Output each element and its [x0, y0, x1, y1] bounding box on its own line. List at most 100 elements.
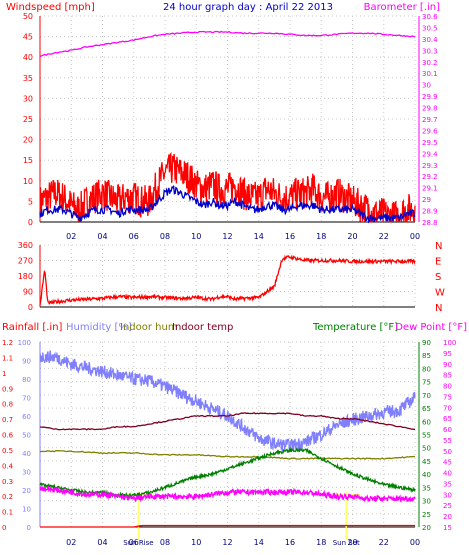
dew-point-tick-label: 35	[443, 480, 452, 488]
time-tick-label: 08	[160, 538, 170, 547]
compass-label: N	[435, 303, 442, 314]
time-tick-label: 12	[222, 538, 232, 547]
temperature-label: Temperature [°F]	[312, 322, 398, 333]
dew-point-tick-label: 25	[443, 502, 452, 510]
barometer-tick-label: 29.3	[422, 162, 438, 170]
time-tick-label: 12	[222, 232, 232, 241]
compass-label: E	[435, 257, 441, 268]
dew-point-tick-label: 15	[443, 524, 452, 532]
time-tick-label: 22	[379, 232, 389, 241]
temperature-tick-label: 20	[422, 524, 431, 532]
temperature-tick-label: 50	[422, 445, 431, 453]
barometer-tick-label: 30	[422, 82, 431, 90]
temperature-tick-label: 80	[422, 365, 431, 373]
time-tick-label: 02	[66, 538, 76, 547]
humidity-line	[39, 350, 416, 453]
windspeed-tick-label: 25	[23, 115, 33, 124]
barometer-tick-label: 29.9	[422, 93, 438, 101]
temperature-tick-label: 25	[422, 511, 431, 519]
barometer-tick-label: 29.4	[422, 150, 438, 158]
rainfall-tick-label: 0.5	[2, 447, 13, 455]
direction-tick-label: 180	[18, 272, 33, 281]
barometer-tick-label: 30.2	[422, 59, 438, 67]
indoor-temp-line	[39, 412, 416, 431]
barometer-tick-label: 29.5	[422, 139, 438, 147]
dew-point-tick-label: 30	[443, 491, 452, 499]
barometer-tick-label: 28.9	[422, 208, 438, 216]
windspeed-tick-label: 45	[23, 33, 33, 42]
time-tick-label: 10	[191, 538, 201, 547]
dew-point-tick-label: 80	[443, 383, 452, 391]
indoor-temp-label: Indoor temp	[172, 322, 233, 333]
barometer-tick-label: 30.4	[422, 36, 438, 44]
temperature-tick-label: 90	[422, 339, 431, 347]
rainfall-label: Rainfall [.in]	[2, 322, 63, 333]
panel3-series	[39, 350, 416, 528]
dew-point-line	[39, 485, 416, 504]
time-tick-label: 08	[160, 232, 170, 241]
panel1-axes: 0 5 10 15 20 25 30 35 40 45 50 28.8 28.9 29 29.1 29.2 29…	[23, 12, 438, 241]
windspeed-tick-label: 35	[23, 74, 33, 83]
barometer-tick-label: 30.1	[422, 70, 438, 78]
rainfall-tick-label: 0.2	[2, 493, 13, 501]
panel1-right-label: Barometer [.in]	[364, 2, 440, 13]
barometer-line	[39, 30, 416, 58]
humidity-label: Humidity [%]	[66, 322, 132, 333]
panel2-series	[39, 254, 416, 306]
barometer-tick-label: 29.6	[422, 127, 438, 135]
humidity-tick-label: 0	[27, 524, 31, 532]
time-tick-label: 20	[347, 232, 357, 241]
rainfall-tick-label: 1.1	[2, 354, 13, 362]
windspeed-tick-label: 5	[28, 197, 33, 206]
dew-point-tick-label: 75	[443, 393, 452, 401]
temperature-tick-label: 30	[422, 498, 431, 506]
barometer-tick-label: 30.5	[422, 24, 438, 32]
indoor-hum-label: Indoor hum	[120, 322, 178, 333]
humidity-tick-label: 20	[22, 487, 31, 495]
humidity-tick-label: 50	[22, 432, 31, 440]
indoor-hum-line	[39, 449, 416, 460]
barometer-tick-label: 30.6	[422, 13, 438, 21]
humidity-tick-label: 100	[18, 339, 31, 347]
dew-point-tick-label: 100	[443, 339, 456, 347]
direction-tick-label: 270	[18, 257, 33, 266]
temperature-tick-label: 55	[422, 432, 431, 440]
time-tick-label: 00	[410, 538, 420, 547]
windspeed-line	[39, 151, 416, 223]
humidity-tick-label: 70	[22, 395, 31, 403]
barometer-tick-label: 29	[422, 196, 431, 204]
windspeed-tick-label: 30	[23, 94, 33, 103]
rainfall-tick-label: 0.4	[2, 462, 14, 470]
dew-point-tick-label: 85	[443, 372, 452, 380]
time-tick-label: 02	[66, 232, 76, 241]
dew-point-label: Dew Point [°F]	[395, 322, 467, 333]
humidity-tick-label: 80	[22, 376, 31, 384]
compass-label: N	[435, 241, 442, 252]
wind-direction-line	[39, 254, 416, 306]
temperature-tick-label: 75	[422, 379, 431, 387]
barometer-tick-label: 29.1	[422, 185, 438, 193]
rainfall-tick-label: 0.3	[2, 478, 13, 486]
rainfall-tick-label: 0.6	[2, 432, 14, 440]
temperature-line	[39, 446, 416, 499]
time-tick-label: 04	[97, 538, 107, 547]
humidity-tick-label: 30	[22, 469, 31, 477]
rainfall-tick-label: 0.1	[2, 509, 13, 517]
direction-tick-label: 0	[28, 303, 33, 312]
time-tick-label: 22	[379, 538, 389, 547]
temperature-tick-label: 45	[422, 458, 431, 466]
windspeed-tick-label: 10	[23, 177, 33, 186]
time-tick-label: 16	[285, 232, 295, 241]
time-tick-label: 14	[254, 232, 264, 241]
time-tick-label: 10	[191, 232, 201, 241]
dew-point-tick-label: 95	[443, 350, 452, 358]
compass-label: W	[435, 288, 445, 299]
dew-point-tick-label: 55	[443, 437, 452, 445]
direction-tick-label: 360	[18, 241, 33, 250]
dew-point-tick-label: 40	[443, 470, 452, 478]
humidity-tick-label: 90	[22, 358, 31, 366]
panel1-title: 24 hour graph day : April 22 2013	[163, 2, 333, 13]
barometer-tick-label: 28.8	[422, 219, 438, 227]
